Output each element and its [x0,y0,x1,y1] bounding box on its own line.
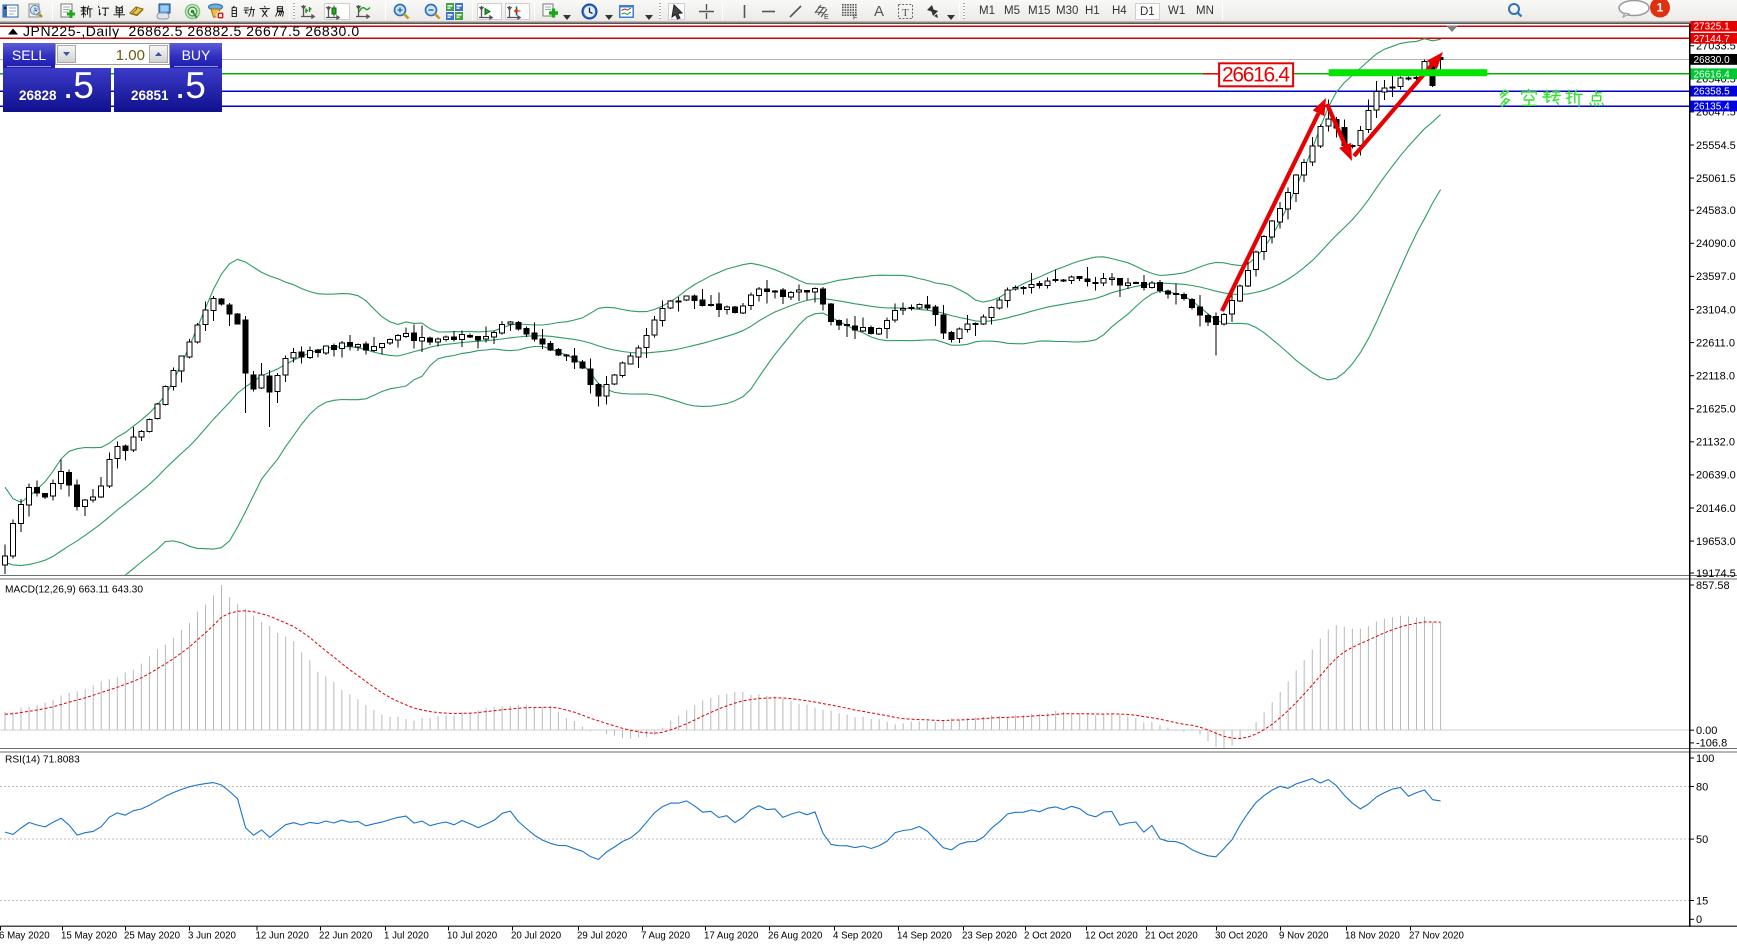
svg-text:F: F [853,15,857,21]
svg-text:857.58: 857.58 [1696,580,1730,592]
svg-text:20639.0: 20639.0 [1696,470,1736,482]
svg-text:26 Aug 2020: 26 Aug 2020 [768,931,823,942]
svg-text:27325.1: 27325.1 [1694,22,1731,33]
svg-text:27 Nov 2020: 27 Nov 2020 [1409,931,1465,942]
svg-text:JPN225-,Daily 26862.5 26882.5: JPN225-,Daily 26862.5 26882.5 26677.5 26… [23,23,360,39]
svg-text:9 Nov 2020: 9 Nov 2020 [1279,931,1329,942]
svg-text:100: 100 [1696,753,1714,765]
svg-text:21132.0: 21132.0 [1696,437,1735,449]
svg-text:26830.0: 26830.0 [1694,55,1731,66]
svg-text:25 May 2020: 25 May 2020 [124,931,181,942]
svg-text:26135.4: 26135.4 [1694,102,1731,113]
svg-text:20 Jul 2020: 20 Jul 2020 [511,931,562,942]
svg-text:1: 1 [1657,1,1664,15]
svg-text:15: 15 [1696,895,1708,907]
svg-text:17 Aug 2020: 17 Aug 2020 [704,931,759,942]
svg-text:22611.0: 22611.0 [1696,337,1735,349]
svg-text:12 Oct 2020: 12 Oct 2020 [1085,931,1138,942]
svg-text:15 May 2020: 15 May 2020 [61,931,118,942]
svg-text:14 Sep 2020: 14 Sep 2020 [897,931,953,942]
svg-text:80: 80 [1696,781,1708,793]
svg-text:24583.0: 24583.0 [1696,205,1736,217]
svg-text:22 Jun 2020: 22 Jun 2020 [319,931,373,942]
svg-text:10 Jul 2020: 10 Jul 2020 [447,931,498,942]
svg-text:RSI(14) 71.8083: RSI(14) 71.8083 [5,755,80,766]
svg-text:T: T [902,7,909,19]
svg-text:23 Sep 2020: 23 Sep 2020 [962,931,1018,942]
svg-text:19174.5: 19174.5 [1696,568,1736,580]
svg-text:E: E [824,14,829,20]
svg-text:21 Oct 2020: 21 Oct 2020 [1145,931,1198,942]
svg-text:21625.0: 21625.0 [1696,404,1736,416]
svg-text:MACD(12,26,9) 663.11 643.30: MACD(12,26,9) 663.11 643.30 [5,585,143,596]
svg-text:26616.4: 26616.4 [1694,69,1731,80]
svg-text:22118.0: 22118.0 [1696,371,1735,383]
svg-text:3 Jun 2020: 3 Jun 2020 [188,931,237,942]
svg-text:4 Sep 2020: 4 Sep 2020 [833,931,883,942]
svg-text:19653.0: 19653.0 [1696,536,1736,548]
svg-text:26616.4: 26616.4 [1222,64,1290,87]
svg-text:6 May 2020: 6 May 2020 [0,931,50,942]
svg-text:26358.5: 26358.5 [1694,87,1731,98]
svg-text:25061.5: 25061.5 [1696,173,1736,185]
svg-text:1 Jul 2020: 1 Jul 2020 [384,931,429,942]
svg-text:27144.7: 27144.7 [1694,34,1731,45]
svg-text:12 Jun 2020: 12 Jun 2020 [256,931,310,942]
svg-text:23104.0: 23104.0 [1696,304,1736,316]
svg-text:30 Oct 2020: 30 Oct 2020 [1215,931,1268,942]
svg-text:25554.5: 25554.5 [1696,140,1736,152]
svg-text:20146.0: 20146.0 [1696,503,1736,515]
svg-text:50: 50 [1696,834,1708,846]
svg-text:24090.0: 24090.0 [1696,238,1736,250]
svg-text:29 Jul 2020: 29 Jul 2020 [577,931,628,942]
svg-text:2 Oct 2020: 2 Oct 2020 [1024,931,1072,942]
svg-text:-106.8: -106.8 [1696,738,1727,750]
svg-text:0: 0 [1696,914,1702,926]
svg-text:7 Aug 2020: 7 Aug 2020 [641,931,691,942]
svg-text:0.00: 0.00 [1696,725,1717,737]
svg-text:23597.0: 23597.0 [1696,271,1736,283]
svg-text:18 Nov 2020: 18 Nov 2020 [1345,931,1401,942]
